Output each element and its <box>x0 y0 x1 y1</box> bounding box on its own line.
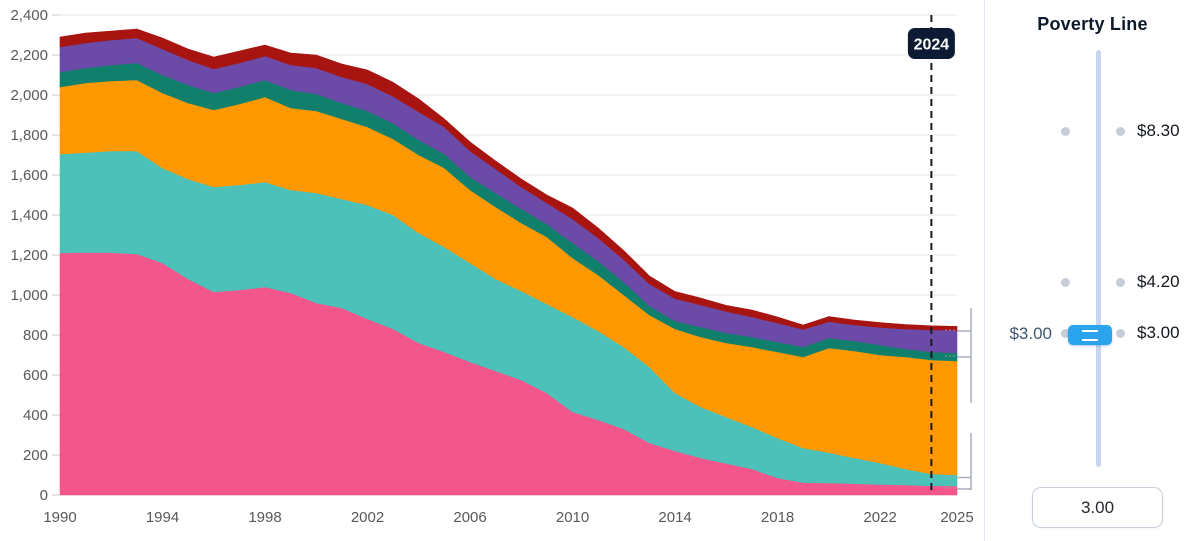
y-tick-label: 2,000 <box>10 87 48 104</box>
x-tick-label: 1998 <box>248 509 281 526</box>
slider-stop-dot-right[interactable] <box>1116 277 1125 287</box>
slider-handle[interactable] <box>1068 325 1112 345</box>
slider-stop-dot-right[interactable] <box>1116 328 1125 338</box>
poverty-line-panel: Poverty Line $8.30 $4.20 $3.00 $3.00 3.00 <box>985 0 1200 541</box>
band-dark-red-area <box>59 28 958 331</box>
slider-option-label[interactable]: $3.00 <box>1137 323 1180 342</box>
x-tick-label: 1994 <box>146 509 179 526</box>
y-tick-label: 400 <box>23 407 48 424</box>
slider-track[interactable] <box>1096 50 1101 467</box>
y-tick-label: 800 <box>23 327 48 344</box>
y-tick-label: 1,400 <box>10 207 48 224</box>
grip-icon <box>1082 329 1098 341</box>
slider-option-label[interactable]: $4.20 <box>1137 272 1180 291</box>
y-tick-label: 0 <box>40 487 48 504</box>
marker-year-label: 2024 <box>914 37 950 54</box>
slider-option-label[interactable]: $8.30 <box>1137 121 1180 140</box>
area-chart-svg[interactable]: 0 200 400 600 800 1,000 1,200 1,400 1,600 1,800 2,… <box>0 0 985 541</box>
x-tick-label: 2010 <box>556 509 589 526</box>
input-value: 3.00 <box>1080 497 1115 517</box>
x-tick-label: 2018 <box>761 509 794 526</box>
stacked-area-chart[interactable]: 0 200 400 600 800 1,000 1,200 1,400 1,600 1,800 2,… <box>0 0 985 541</box>
y-tick-label: 1,200 <box>10 247 48 264</box>
x-tick-label: 2006 <box>453 509 486 526</box>
poverty-line-input[interactable]: 3.00 <box>1032 487 1163 528</box>
panel-title: Poverty Line <box>1037 14 1148 34</box>
y-tick-label: 1,600 <box>10 167 48 184</box>
y-tick-label: 2,200 <box>10 47 48 64</box>
marker-year-badge[interactable] <box>907 28 955 59</box>
y-tick-label: 600 <box>23 367 48 384</box>
y-tick-label: 1,000 <box>10 287 48 304</box>
x-tick-label: 2022 <box>863 509 896 526</box>
slider-stop-dot-left[interactable] <box>1061 126 1070 136</box>
slider-stop-dot-left[interactable] <box>1061 328 1070 338</box>
y-tick-label: 1,800 <box>10 127 48 144</box>
x-tick-label: 2025 <box>940 509 973 526</box>
y-tick-label: 2,400 <box>10 7 48 24</box>
x-tick-label: 2014 <box>658 509 691 526</box>
x-tick-label: 2002 <box>351 509 384 526</box>
selected-value-label: $3.00 <box>1009 324 1052 343</box>
slider-stop-dot-right[interactable] <box>1116 126 1125 136</box>
y-tick-label: 200 <box>23 447 48 464</box>
slider-stop-dot-left[interactable] <box>1061 277 1070 287</box>
x-tick-label: 1990 <box>43 509 76 526</box>
